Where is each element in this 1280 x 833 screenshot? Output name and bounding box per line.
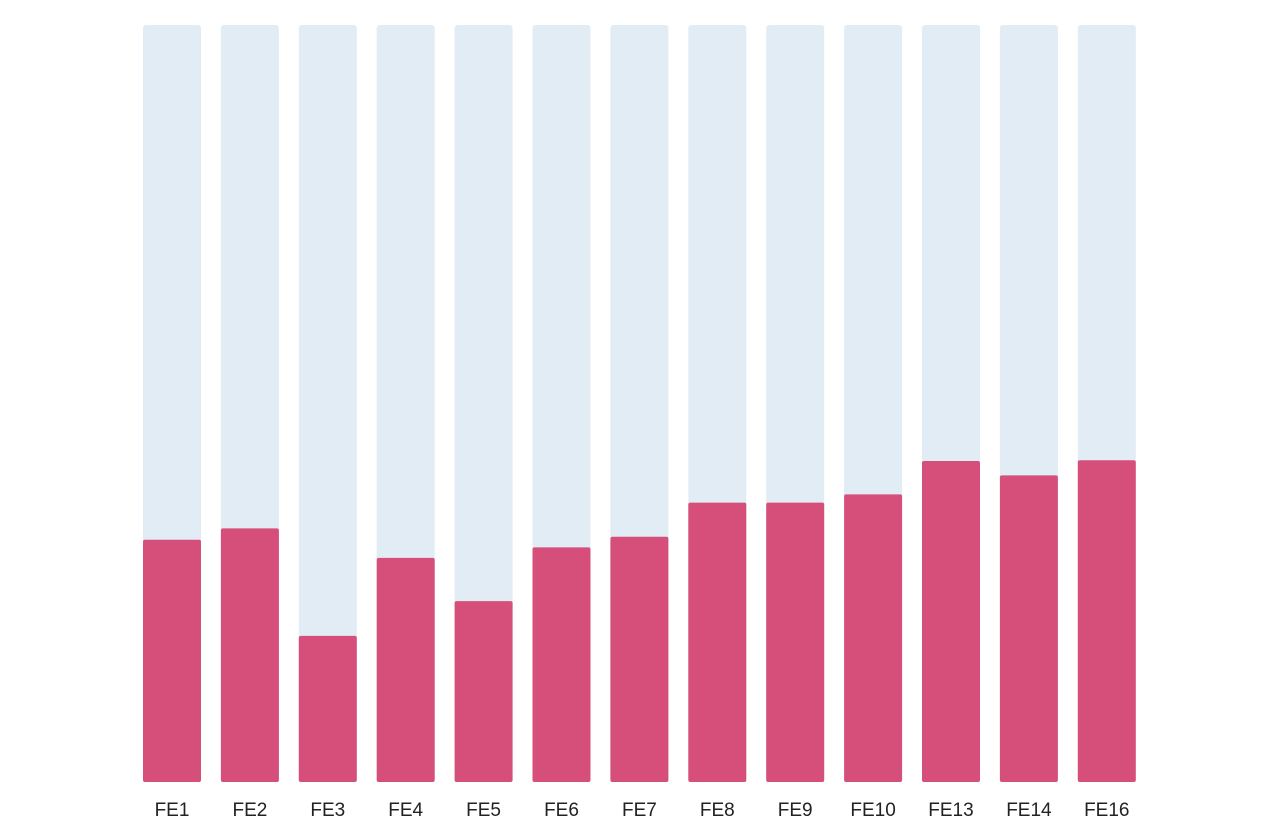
x-tick-label-fe5: FE5 [466,800,501,821]
bar-fe6 [532,547,591,782]
bar-fe13 [922,461,980,782]
bar-fe14 [999,475,1058,782]
bars [143,460,1136,782]
bar-track-fe5 [454,25,513,782]
x-tick-label-fe14: FE14 [1006,800,1052,821]
bar-fe10 [844,494,903,782]
bar-fe16 [1077,460,1136,782]
x-tick-label-fe1: FE1 [155,800,190,821]
bar-fe8 [688,502,747,782]
bar-fe3 [298,635,357,782]
bar-fe7 [610,536,669,782]
x-tick-label-fe8: FE8 [700,800,735,821]
x-tick-label-fe7: FE7 [622,800,657,821]
x-tick-label-fe3: FE3 [310,800,345,821]
bar-track-fe3 [298,25,357,782]
bar-fe5 [454,601,513,782]
bar-fe1 [143,539,201,782]
x-tick-label-fe10: FE10 [850,800,895,821]
x-tick-label-fe9: FE9 [778,800,813,821]
bar-fe4 [376,557,435,782]
bar-fe9 [766,502,825,782]
x-tick-label-fe4: FE4 [388,800,423,821]
x-tick-label-fe16: FE16 [1084,800,1129,821]
x-tick-label-fe2: FE2 [232,800,267,821]
x-tick-label-fe6: FE6 [544,800,579,821]
tick-labels: FE1 FE2 FE3 FE4 FE5 FE6 FE7 FE8 FE9 FE10 FE13 FE14 F… [155,800,1130,821]
bar-fe2 [220,528,279,782]
x-tick-label-fe13: FE13 [928,800,973,821]
